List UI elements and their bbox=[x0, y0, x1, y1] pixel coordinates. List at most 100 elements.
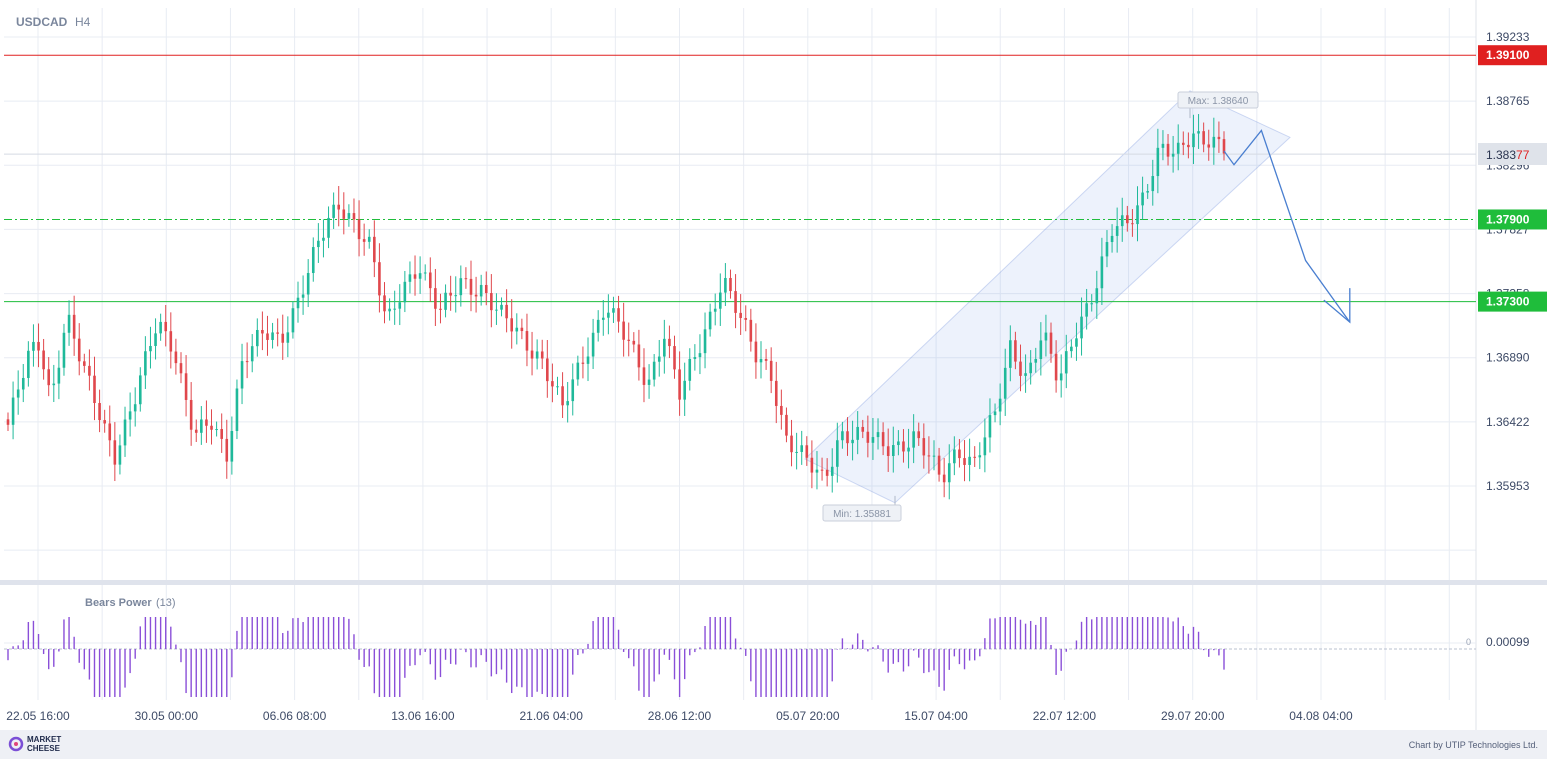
candle-body bbox=[88, 365, 91, 376]
candle-body bbox=[220, 429, 223, 439]
candle-body bbox=[1120, 215, 1124, 227]
candle-body bbox=[907, 447, 910, 452]
candle-body bbox=[1100, 256, 1104, 289]
candle-body bbox=[851, 439, 854, 444]
candle-body bbox=[739, 312, 742, 319]
panel-separator[interactable] bbox=[0, 580, 1547, 585]
candle-body bbox=[607, 312, 610, 318]
candle-body bbox=[1034, 359, 1038, 363]
candle-body bbox=[759, 359, 763, 363]
candle-body bbox=[591, 332, 595, 357]
candle-body bbox=[169, 331, 173, 352]
candle-body bbox=[622, 321, 625, 340]
candle-body bbox=[535, 351, 539, 359]
candle-body bbox=[1003, 367, 1007, 399]
candle-body bbox=[444, 292, 447, 310]
candle-body bbox=[347, 213, 351, 219]
candle-body bbox=[958, 449, 961, 459]
candle-body bbox=[663, 338, 666, 357]
candle-body bbox=[1222, 139, 1226, 154]
candle-body bbox=[627, 339, 631, 341]
candle-body bbox=[1141, 192, 1144, 206]
candle-body bbox=[123, 419, 127, 446]
indicator-zero-label: 0 bbox=[1466, 637, 1471, 647]
candle-body bbox=[164, 321, 168, 332]
candle-body bbox=[708, 311, 712, 330]
candle-body bbox=[154, 333, 157, 346]
candle-body bbox=[271, 332, 274, 340]
candle-body bbox=[1039, 340, 1043, 360]
price-tick-label: 1.36422 bbox=[1486, 415, 1530, 429]
candle-body bbox=[235, 388, 239, 431]
min-label: Min: 1.35881 bbox=[822, 504, 902, 522]
timeframe-label[interactable]: H4 bbox=[75, 15, 91, 29]
indicator-tick: 0.00099 bbox=[1486, 635, 1530, 649]
candle-body bbox=[1192, 133, 1195, 148]
candle-body bbox=[42, 350, 45, 370]
candle-body bbox=[769, 360, 773, 381]
candle-body bbox=[215, 429, 218, 431]
candle-body bbox=[1131, 223, 1134, 225]
time-tick-label: 22.07 12:00 bbox=[1033, 709, 1097, 723]
candle-body bbox=[586, 356, 590, 364]
forecast-line bbox=[1223, 129, 1351, 323]
candle-body bbox=[749, 319, 753, 342]
candle-body bbox=[1207, 144, 1211, 148]
candle-body bbox=[734, 291, 737, 313]
candle-body bbox=[1166, 143, 1170, 157]
candle-body bbox=[439, 308, 442, 310]
candle-body bbox=[57, 367, 61, 384]
candle-body bbox=[1080, 316, 1083, 339]
time-tick-label: 04.08 04:00 bbox=[1289, 709, 1353, 723]
candle-body bbox=[144, 351, 147, 376]
candle-body bbox=[434, 288, 437, 309]
time-tick-label: 30.05 00:00 bbox=[135, 709, 199, 723]
market-cheese-logo[interactable]: MARKET CHEESE bbox=[8, 735, 61, 753]
candle-body bbox=[77, 338, 81, 362]
level-badge-text: 1.37300 bbox=[1486, 295, 1530, 309]
candle-body bbox=[576, 362, 580, 380]
indicator-name[interactable]: Bears Power bbox=[85, 597, 152, 609]
candle-body bbox=[657, 356, 661, 362]
time-tick-label: 22.05 16:00 bbox=[6, 709, 70, 723]
candle-body bbox=[1126, 215, 1129, 224]
candle-body bbox=[393, 308, 396, 310]
candle-body bbox=[490, 293, 493, 311]
current-price-badge: 1.38377 bbox=[1478, 143, 1547, 165]
candle-body bbox=[383, 295, 386, 312]
candle-body bbox=[464, 278, 468, 280]
candle-body bbox=[668, 338, 671, 347]
candle-body bbox=[205, 419, 208, 426]
candle-body bbox=[11, 397, 15, 425]
price-channel bbox=[804, 90, 1291, 504]
level-lines bbox=[4, 54, 1476, 303]
candle-body bbox=[296, 297, 300, 309]
candle-body bbox=[937, 455, 941, 475]
candle-body bbox=[413, 274, 417, 279]
candle-body bbox=[428, 272, 432, 289]
candle-body bbox=[47, 369, 51, 386]
price-tick-label: 1.35953 bbox=[1486, 479, 1530, 493]
candle-body bbox=[520, 327, 524, 332]
time-tick-label: 29.07 20:00 bbox=[1161, 709, 1225, 723]
candle-body bbox=[6, 419, 10, 425]
candle-body bbox=[601, 317, 605, 320]
candle-body bbox=[841, 431, 844, 441]
candle-body bbox=[1156, 147, 1160, 177]
candle-body bbox=[510, 318, 513, 332]
candle-body bbox=[703, 329, 707, 354]
footer-bar bbox=[0, 730, 1547, 759]
time-axis[interactable]: 22.05 16:00 30.05 00:00 06.06 08:00 13.06 1… bbox=[6, 709, 1353, 723]
candle-body bbox=[230, 430, 234, 462]
candle-body bbox=[261, 330, 264, 334]
candle-body bbox=[317, 240, 320, 248]
svg-text:1.38377: 1.38377 bbox=[1486, 148, 1530, 162]
candle-body bbox=[515, 327, 519, 332]
candle-body bbox=[790, 435, 793, 453]
candle-body bbox=[713, 308, 717, 312]
candle-body bbox=[846, 431, 849, 444]
candle-body bbox=[388, 308, 391, 312]
candle-body bbox=[1161, 143, 1165, 148]
logo-text-line1: MARKET bbox=[27, 735, 61, 744]
